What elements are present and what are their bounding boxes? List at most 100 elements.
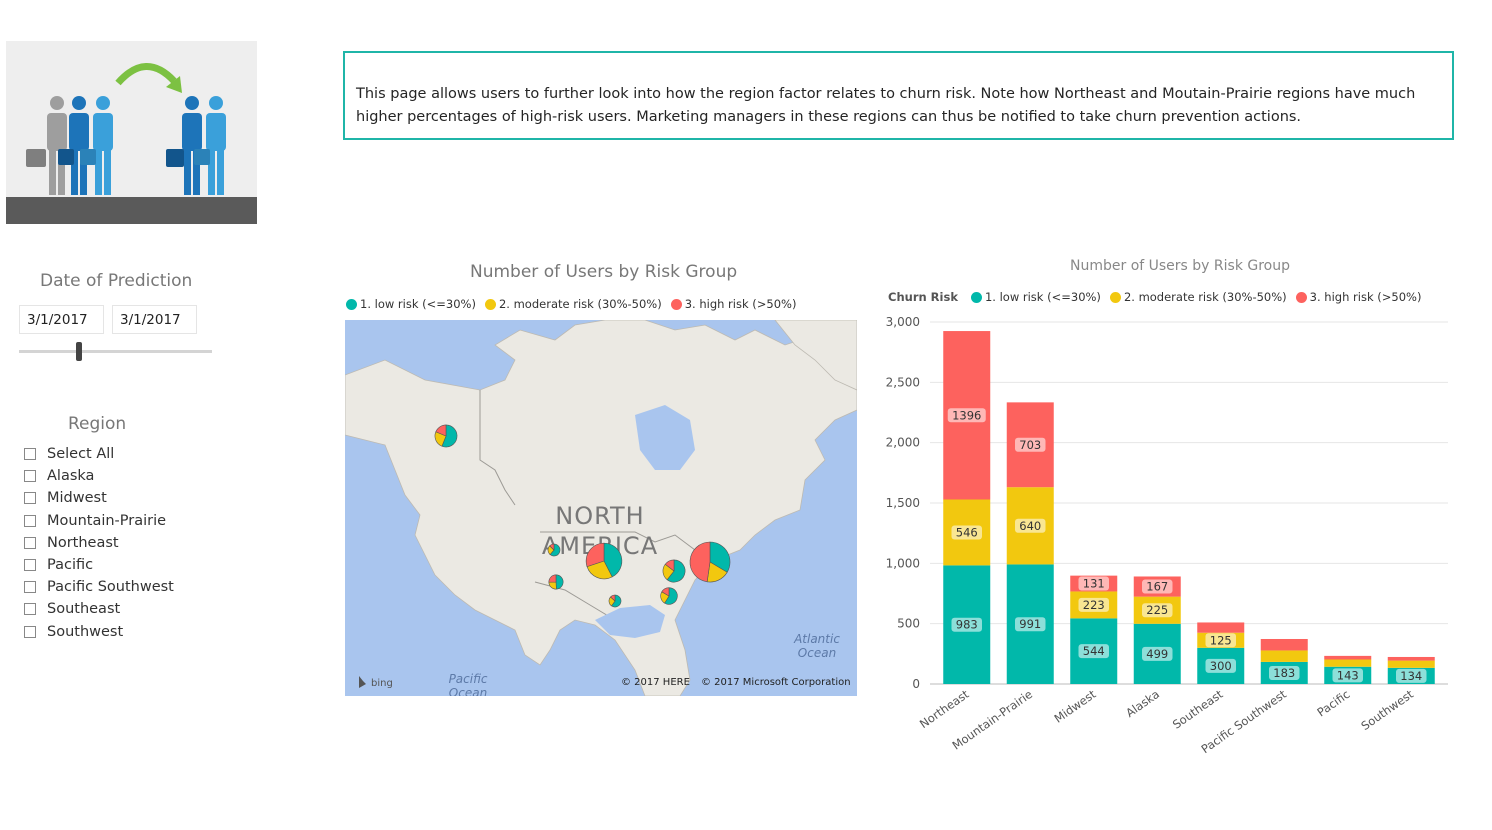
data-label-bg — [1205, 658, 1236, 673]
checkbox[interactable] — [24, 514, 36, 527]
legend-entry-low[interactable]: 1. low risk (<=30%) — [346, 297, 476, 311]
legend-entry-high[interactable]: 3. high risk (>50%) — [670, 297, 796, 311]
data-label-bg — [1015, 518, 1046, 533]
region-option-label: Northeast — [47, 534, 119, 551]
logo-image — [6, 41, 257, 224]
pie-slice[interactable] — [435, 424, 447, 437]
region-option-label: Pacific — [47, 557, 94, 573]
data-label: 983 — [956, 618, 978, 632]
pie-slice[interactable] — [664, 587, 678, 605]
bar-legend-dot-low — [970, 291, 982, 303]
region-option[interactable]: Pacific — [24, 554, 93, 576]
data-label-bg — [951, 525, 982, 540]
legend-entry-moderate[interactable]: 2. moderate risk (30%-50%) — [484, 297, 662, 311]
pie-slice[interactable] — [549, 543, 555, 551]
data-label: 167 — [1146, 580, 1168, 594]
pie-slice[interactable] — [689, 541, 711, 583]
pacific-label: Pacific — [449, 672, 488, 686]
checkbox[interactable] — [24, 581, 36, 594]
pie-slice[interactable] — [586, 560, 613, 580]
data-label: 225 — [1146, 603, 1168, 617]
bar-segment[interactable] — [1260, 638, 1308, 651]
region-option[interactable]: Northeast — [24, 532, 119, 554]
pie-slice[interactable] — [548, 574, 557, 583]
data-label-bg — [1205, 633, 1236, 648]
x-tick-label: Southwest — [1358, 687, 1416, 733]
region-option[interactable]: Alaska — [24, 465, 94, 487]
data-label-bg — [1078, 644, 1109, 659]
bar-legend-dot-moderate — [1109, 291, 1121, 303]
pie-slice[interactable] — [661, 587, 670, 597]
data-label: 544 — [1083, 644, 1105, 658]
bar-legend-dot-high — [1295, 291, 1307, 303]
region-option-label: Southwest — [47, 623, 124, 640]
data-label: 134 — [1400, 669, 1422, 683]
bar-segment[interactable] — [1387, 656, 1435, 661]
data-label-bg — [1142, 603, 1173, 618]
region-option[interactable]: Midwest — [24, 487, 107, 509]
checkbox[interactable] — [24, 559, 36, 571]
pie-slice[interactable] — [610, 594, 616, 602]
gulf-of-mexico — [595, 605, 665, 638]
pie-slice[interactable] — [555, 574, 564, 590]
date-slider-handle[interactable] — [75, 342, 82, 361]
checkbox[interactable] — [24, 448, 36, 460]
checkbox[interactable] — [24, 492, 36, 505]
pie-slice[interactable] — [603, 542, 623, 578]
region-option[interactable]: Mountain-Prairie — [24, 510, 166, 532]
x-tick-label: Alaska — [1123, 687, 1162, 720]
checkbox[interactable] — [24, 470, 36, 483]
pie-slice[interactable] — [549, 543, 561, 557]
date-slider-track[interactable] — [19, 350, 212, 353]
data-label-bg — [1396, 668, 1427, 683]
pie-slice[interactable] — [664, 559, 675, 572]
checkbox[interactable] — [24, 603, 36, 616]
legend-dot-low — [346, 298, 357, 310]
region-option[interactable]: Southeast — [24, 598, 120, 620]
start-date-input[interactable]: 3/1/2017 — [19, 305, 104, 334]
bar-segment[interactable] — [1260, 650, 1308, 662]
pie-slice[interactable] — [666, 559, 686, 583]
bar-chart-title: Number of Users by Risk Group — [1070, 258, 1291, 274]
bar-segment[interactable] — [1324, 659, 1372, 667]
pie-slice[interactable] — [611, 594, 622, 608]
bar-segment[interactable] — [1197, 622, 1245, 633]
end-date-input[interactable]: 3/1/2017 — [112, 305, 197, 334]
map-visual[interactable]: NORTH AMERICA Atlantic Ocean Pacific Oce… — [345, 320, 857, 696]
bar-segment[interactable] — [1324, 655, 1372, 660]
pie-slice[interactable] — [441, 424, 458, 448]
copyright-here: © 2017 HERE — [621, 677, 690, 688]
data-label: 125 — [1210, 633, 1232, 647]
data-label: 1396 — [952, 408, 981, 422]
stacked-bar-chart[interactable]: 0 500 1,000 1,500 2,000 2,500 3,000 983 546 1396 N… — [880, 305, 1470, 765]
border-alaska — [479, 390, 516, 506]
map-title: Number of Users by Risk Group — [470, 262, 738, 282]
pie-slice[interactable] — [585, 542, 605, 568]
region-slicer-title: Region — [68, 414, 127, 434]
checkbox[interactable] — [24, 625, 36, 638]
y-tick-label: 2,500 — [886, 375, 920, 389]
data-label: 143 — [1337, 668, 1359, 682]
data-label: 131 — [1083, 577, 1105, 591]
atlantic-label: Atlantic — [793, 632, 840, 646]
data-label-bg — [1078, 576, 1109, 591]
region-option[interactable]: Pacific Southwest — [24, 576, 174, 598]
bar-legend: Churn Risk 1. low risk (<=30%) 2. modera… — [888, 290, 1430, 304]
bar-legend-entry-moderate[interactable]: 2. moderate risk (30%-50%) — [1109, 290, 1287, 304]
x-tick-label: Northeast — [917, 687, 972, 731]
data-label-bg — [1015, 437, 1046, 452]
x-tick-label: Southeast — [1170, 687, 1226, 732]
greenland — [774, 320, 857, 391]
data-label-bg — [951, 617, 982, 632]
bar-segment[interactable] — [1387, 660, 1435, 668]
region-option[interactable]: Southwest — [24, 621, 123, 643]
bar-legend-entry-high[interactable]: 3. high risk (>50%) — [1295, 290, 1421, 304]
region-option[interactable]: Select All — [24, 443, 114, 465]
data-label: 640 — [1019, 519, 1041, 533]
map-legend: 1. low risk (<=30%) 2. moderate risk (30… — [346, 297, 805, 311]
data-label-bg — [1015, 617, 1046, 632]
bar-legend-entry-low[interactable]: 1. low risk (<=30%) — [970, 290, 1101, 304]
checkbox[interactable] — [24, 536, 36, 549]
x-tick-label: Pacific — [1314, 687, 1352, 719]
bing-logo: bing — [359, 676, 393, 689]
